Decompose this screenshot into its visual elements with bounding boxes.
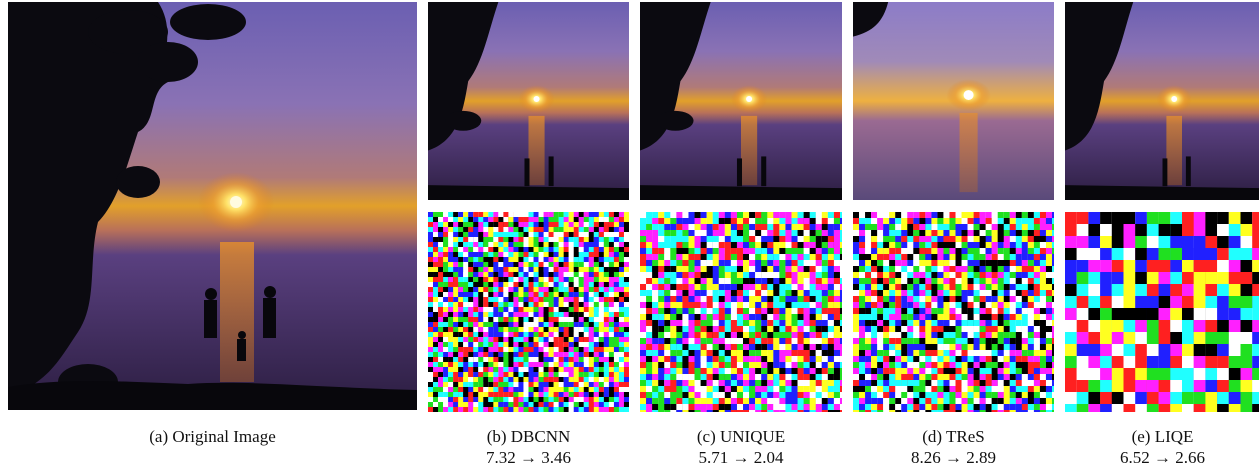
caption-b: (b) DBCNN 7.32 → 3.46 <box>428 426 629 468</box>
caption-a: (a) Original Image <box>8 426 417 447</box>
caption-d-label: (d) TReS <box>853 426 1054 447</box>
perturbation-unique <box>640 212 842 412</box>
caption-b-label: (b) DBCNN <box>428 426 629 447</box>
attacked-image-tres <box>853 2 1054 200</box>
caption-c: (c) UNIQUE 5.71 → 2.04 <box>640 426 842 468</box>
caption-e: (e) LIQE 6.52 → 2.66 <box>1065 426 1259 468</box>
perturbation-dbcnn <box>428 212 629 412</box>
original-image <box>8 2 417 410</box>
caption-e-label: (e) LIQE <box>1065 426 1259 447</box>
attacked-image-liqe <box>1065 2 1259 200</box>
attacked-image-unique <box>640 2 842 200</box>
perturbation-tres <box>853 212 1054 412</box>
caption-c-label: (c) UNIQUE <box>640 426 842 447</box>
perturbation-liqe <box>1065 212 1259 412</box>
attacked-image-dbcnn <box>428 2 629 200</box>
caption-d: (d) TReS 8.26 → 2.89 <box>853 426 1054 468</box>
